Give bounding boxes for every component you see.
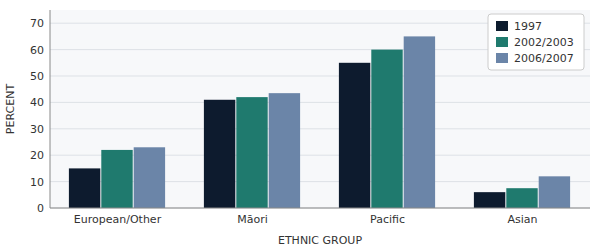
y-tick-label: 30 xyxy=(30,123,44,136)
y-tick-label: 10 xyxy=(30,176,44,189)
bar xyxy=(236,97,267,208)
y-axis-label: PERCENT xyxy=(4,84,17,135)
chart: 0 10 20 30 40 50 60 70 European/Other Māori Pacifi… xyxy=(0,0,600,250)
grid-line xyxy=(50,76,590,77)
x-tick-label: Asian xyxy=(507,213,537,226)
plot-area xyxy=(50,10,590,208)
x-tick-label: European/Other xyxy=(74,213,162,226)
legend-swatch xyxy=(496,53,508,63)
legend: 1997 2002/2003 2006/2007 xyxy=(488,14,584,70)
y-tick-label: 40 xyxy=(30,96,44,109)
bar xyxy=(371,50,402,208)
x-tick-label: Pacific xyxy=(370,213,405,226)
legend-label: 1997 xyxy=(514,20,542,33)
bar xyxy=(269,93,300,208)
legend-box xyxy=(488,14,584,70)
bar xyxy=(134,147,165,208)
y-tick-label: 50 xyxy=(30,70,44,83)
bar xyxy=(539,176,570,208)
bar xyxy=(506,188,537,208)
y-axis-line xyxy=(50,10,51,208)
legend-swatch xyxy=(496,21,508,31)
grid-line xyxy=(50,102,590,103)
grid-line xyxy=(50,208,590,209)
bar xyxy=(204,100,235,208)
grid-line xyxy=(50,128,590,129)
x-axis-line xyxy=(50,208,590,209)
bar xyxy=(404,36,435,208)
y-tick-label: 70 xyxy=(30,17,44,30)
bar xyxy=(339,63,370,208)
bar xyxy=(101,150,132,208)
bar xyxy=(69,168,100,208)
y-tick-label: 60 xyxy=(30,44,44,57)
legend-label: 2006/2007 xyxy=(514,52,574,65)
y-tick-label: 20 xyxy=(30,149,44,162)
legend-label: 2002/2003 xyxy=(514,36,574,49)
x-tick-label: Māori xyxy=(237,213,268,226)
y-tick-label: 0 xyxy=(37,202,44,215)
bar xyxy=(474,192,505,208)
legend-swatch xyxy=(496,37,508,47)
x-axis-label: ETHNIC GROUP xyxy=(278,234,362,247)
